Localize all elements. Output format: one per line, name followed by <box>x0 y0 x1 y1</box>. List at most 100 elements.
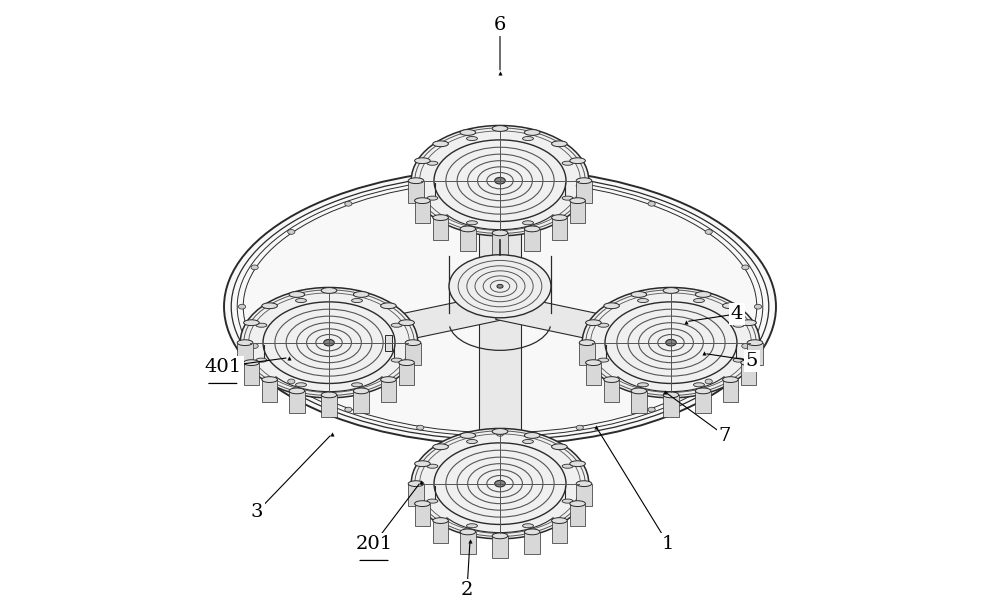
Polygon shape <box>405 343 421 365</box>
Ellipse shape <box>321 288 337 293</box>
Ellipse shape <box>576 425 583 430</box>
Ellipse shape <box>433 215 448 220</box>
Ellipse shape <box>598 323 609 327</box>
Polygon shape <box>289 391 305 414</box>
Ellipse shape <box>238 304 246 309</box>
Ellipse shape <box>460 129 476 135</box>
Ellipse shape <box>631 388 647 394</box>
Ellipse shape <box>263 302 395 383</box>
Ellipse shape <box>524 129 540 135</box>
Ellipse shape <box>352 299 362 303</box>
Polygon shape <box>321 395 337 417</box>
Ellipse shape <box>638 299 648 303</box>
Ellipse shape <box>742 344 749 349</box>
Polygon shape <box>460 532 476 554</box>
Ellipse shape <box>460 433 476 438</box>
Ellipse shape <box>467 524 477 528</box>
Ellipse shape <box>262 377 277 382</box>
Polygon shape <box>604 380 619 402</box>
Polygon shape <box>524 532 540 554</box>
Polygon shape <box>479 181 521 306</box>
Ellipse shape <box>723 377 738 382</box>
Ellipse shape <box>296 383 306 387</box>
Ellipse shape <box>492 533 508 539</box>
Ellipse shape <box>638 383 648 387</box>
Ellipse shape <box>224 169 776 445</box>
Ellipse shape <box>496 432 504 436</box>
Ellipse shape <box>251 265 258 270</box>
Text: 6: 6 <box>494 16 506 34</box>
Ellipse shape <box>405 340 421 346</box>
Ellipse shape <box>417 425 424 430</box>
Ellipse shape <box>353 388 369 394</box>
Ellipse shape <box>391 358 402 362</box>
Ellipse shape <box>497 284 503 288</box>
Ellipse shape <box>524 433 540 438</box>
Ellipse shape <box>741 360 756 365</box>
Ellipse shape <box>495 178 505 184</box>
Ellipse shape <box>296 299 306 303</box>
Ellipse shape <box>288 379 295 384</box>
Ellipse shape <box>495 480 505 487</box>
Ellipse shape <box>415 501 430 506</box>
Polygon shape <box>570 200 585 223</box>
Ellipse shape <box>648 407 655 412</box>
Ellipse shape <box>433 518 448 524</box>
Ellipse shape <box>467 137 477 141</box>
Ellipse shape <box>496 177 504 182</box>
Polygon shape <box>552 217 567 240</box>
Ellipse shape <box>552 215 567 220</box>
Text: 4: 4 <box>731 305 743 323</box>
Text: 201: 201 <box>355 535 393 553</box>
Ellipse shape <box>434 443 566 524</box>
Ellipse shape <box>251 344 258 349</box>
Polygon shape <box>244 362 259 385</box>
Polygon shape <box>579 343 595 365</box>
Polygon shape <box>408 483 424 506</box>
Polygon shape <box>747 343 763 365</box>
Ellipse shape <box>631 291 647 297</box>
Ellipse shape <box>733 358 744 362</box>
Ellipse shape <box>598 358 609 362</box>
Ellipse shape <box>562 464 573 468</box>
Ellipse shape <box>523 137 533 141</box>
Polygon shape <box>496 294 675 355</box>
Ellipse shape <box>576 183 583 188</box>
Polygon shape <box>741 362 756 385</box>
Polygon shape <box>262 380 277 402</box>
Ellipse shape <box>427 464 438 468</box>
Ellipse shape <box>562 196 573 200</box>
Ellipse shape <box>460 226 476 232</box>
Polygon shape <box>353 391 369 414</box>
Polygon shape <box>723 380 738 402</box>
Ellipse shape <box>345 202 352 206</box>
Ellipse shape <box>552 518 567 524</box>
Ellipse shape <box>408 178 424 184</box>
Polygon shape <box>415 200 430 223</box>
FancyBboxPatch shape <box>385 335 392 351</box>
Polygon shape <box>576 483 592 506</box>
Ellipse shape <box>289 291 305 297</box>
Polygon shape <box>479 306 521 483</box>
Ellipse shape <box>415 198 430 203</box>
Ellipse shape <box>524 226 540 232</box>
Ellipse shape <box>723 303 738 309</box>
Ellipse shape <box>381 303 396 309</box>
Ellipse shape <box>415 461 430 467</box>
Ellipse shape <box>399 320 414 326</box>
Polygon shape <box>399 362 414 385</box>
Ellipse shape <box>256 358 267 362</box>
Polygon shape <box>552 521 567 543</box>
Ellipse shape <box>492 429 508 435</box>
Ellipse shape <box>244 320 259 326</box>
Polygon shape <box>415 504 430 526</box>
Ellipse shape <box>460 529 476 535</box>
Ellipse shape <box>524 529 540 535</box>
Ellipse shape <box>562 161 573 166</box>
Ellipse shape <box>570 501 585 506</box>
Ellipse shape <box>492 230 508 236</box>
Ellipse shape <box>240 288 418 398</box>
Ellipse shape <box>411 429 589 539</box>
Polygon shape <box>460 229 476 252</box>
Ellipse shape <box>427 161 438 166</box>
